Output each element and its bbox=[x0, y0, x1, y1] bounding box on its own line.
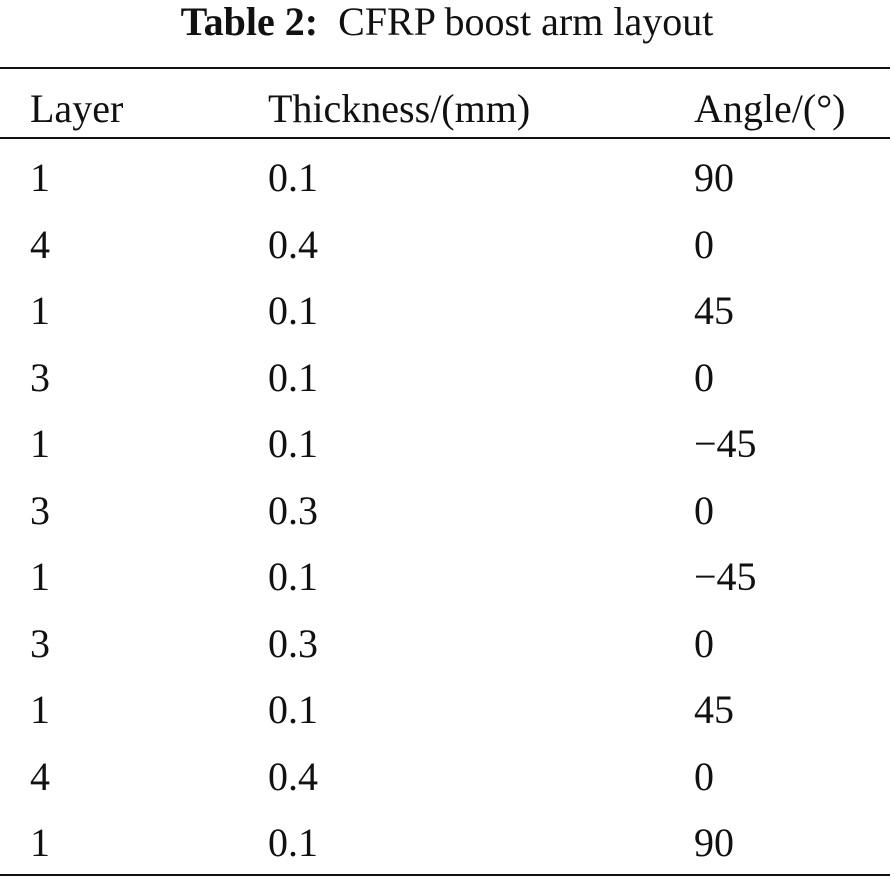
table-cell: 0.3 bbox=[268, 487, 318, 533]
header-cell: Layer bbox=[30, 86, 124, 131]
table-cell: 1 bbox=[30, 155, 50, 200]
table-cell: 0 bbox=[694, 354, 714, 400]
table-cell: −45 bbox=[694, 421, 757, 466]
table-row: 1 0.1 90 bbox=[0, 810, 890, 877]
table-row: 3 0.3 0 bbox=[0, 478, 890, 545]
table-cell: 1 bbox=[30, 687, 50, 732]
bottom-rule bbox=[0, 874, 890, 876]
table-cell: 4 bbox=[30, 221, 50, 267]
table-cell: 0.1 bbox=[268, 554, 318, 599]
table-cell: 0.4 bbox=[268, 221, 318, 267]
caption-label: Table 2: bbox=[180, 0, 319, 44]
table-row: 1 0.1 45 bbox=[0, 278, 890, 345]
table-cell: 0.1 bbox=[268, 687, 318, 732]
table-cell: 0.1 bbox=[268, 354, 318, 400]
table-cell: 3 bbox=[30, 487, 50, 533]
table-cell: 0.1 bbox=[268, 288, 318, 333]
header-row: Layer Thickness/(mm) Angle/(°) bbox=[0, 78, 890, 140]
table-cell: 0.1 bbox=[268, 155, 318, 200]
table-cell: 0 bbox=[694, 221, 714, 267]
table-cell: 0.4 bbox=[268, 753, 318, 799]
caption-text: CFRP boost arm layout bbox=[338, 0, 714, 44]
table-row: 1 0.1 45 bbox=[0, 677, 890, 744]
table-cell: 4 bbox=[30, 753, 50, 799]
table-cell: 0 bbox=[694, 620, 714, 666]
table-cell: 1 bbox=[30, 288, 50, 333]
header-rule bbox=[0, 137, 890, 139]
table-cell: 0 bbox=[694, 753, 714, 799]
table-cell: 90 bbox=[694, 820, 734, 865]
table-caption: Table 2: CFRP boost arm layout bbox=[0, 0, 894, 44]
table-row: 1 0.1 −45 bbox=[0, 411, 890, 478]
table-row: 1 0.1 90 bbox=[0, 145, 890, 212]
table-cell: 1 bbox=[30, 554, 50, 599]
top-rule bbox=[0, 67, 890, 69]
table-cell: 3 bbox=[30, 620, 50, 666]
table-row: 3 0.1 0 bbox=[0, 345, 890, 412]
table-cell: 3 bbox=[30, 354, 50, 400]
table-cell: 1 bbox=[30, 820, 50, 865]
table-cell: 90 bbox=[694, 155, 734, 200]
table-cell: 0 bbox=[694, 487, 714, 533]
table-cell: 0.1 bbox=[268, 820, 318, 865]
table-cell: 0.1 bbox=[268, 421, 318, 466]
table-cell: 0.3 bbox=[268, 620, 318, 666]
table-row: 1 0.1 −45 bbox=[0, 544, 890, 611]
table-cell: 1 bbox=[30, 421, 50, 466]
table-row: 4 0.4 0 bbox=[0, 744, 890, 811]
header-cell: Angle/(°) bbox=[694, 86, 846, 131]
table-row: 3 0.3 0 bbox=[0, 611, 890, 678]
table-cell: −45 bbox=[694, 554, 757, 599]
table-cell: 45 bbox=[694, 288, 734, 333]
header-cell: Thickness/(mm) bbox=[268, 86, 531, 131]
table-cell: 45 bbox=[694, 687, 734, 732]
table-row: 4 0.4 0 bbox=[0, 212, 890, 279]
